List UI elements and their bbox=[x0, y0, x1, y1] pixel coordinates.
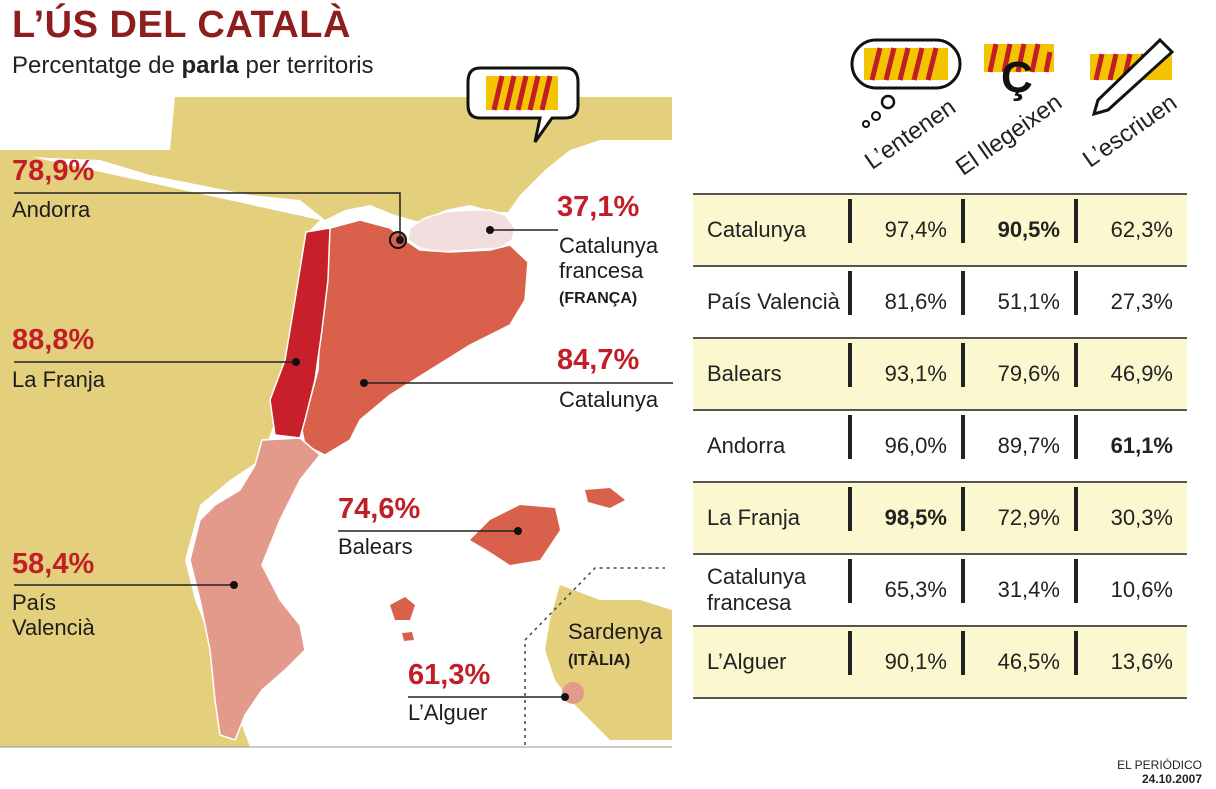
table-row: La Franja 98,5% 72,9% 30,3% bbox=[693, 482, 1187, 555]
catalunya-label: Catalunya bbox=[559, 387, 659, 412]
row-value: 46,5% bbox=[960, 626, 1074, 699]
cell-value: 93,1% bbox=[884, 361, 947, 386]
table-row: Catalunya francesa 65,3% 31,4% 10,6% bbox=[693, 554, 1187, 627]
pais-valencia-label-2: Valencià bbox=[12, 615, 95, 640]
row-value: 90,5% bbox=[960, 193, 1074, 267]
andorra-label: Andorra bbox=[12, 197, 91, 222]
cell-value: 62,3% bbox=[1110, 217, 1173, 242]
inset-separator bbox=[524, 567, 665, 745]
row-territory: País Valencià bbox=[693, 266, 848, 339]
alguer-label: L’Alguer bbox=[408, 700, 488, 725]
cell-value: 51,1% bbox=[997, 289, 1060, 314]
row-value: 93,1% bbox=[847, 338, 961, 411]
row-territory: Andorra bbox=[693, 410, 848, 483]
cell-value: 30,3% bbox=[1110, 505, 1173, 530]
row-value: 31,4% bbox=[960, 554, 1074, 627]
land-france bbox=[0, 97, 672, 222]
table-row: L’Alguer 90,1% 46,5% 13,6% bbox=[693, 626, 1187, 699]
cell-value: 72,9% bbox=[997, 505, 1060, 530]
cell-value: 97,4% bbox=[884, 217, 947, 242]
cell-value: 13,6% bbox=[1110, 649, 1173, 674]
row-value: 46,9% bbox=[1073, 338, 1187, 411]
date-label: 24.10.2007 bbox=[1141, 772, 1202, 786]
table-row: País Valencià 81,6% 51,1% 27,3% bbox=[693, 266, 1187, 339]
region-catalunya-francesa bbox=[407, 209, 516, 253]
header-speech-icon bbox=[850, 38, 962, 128]
header-pencil-icon bbox=[1090, 37, 1175, 117]
row-value: 27,3% bbox=[1073, 266, 1187, 339]
row-value: 72,9% bbox=[960, 482, 1074, 555]
table-row: Balears 93,1% 79,6% 46,9% bbox=[693, 338, 1187, 411]
row-territory: La Franja bbox=[693, 482, 848, 555]
cell-value: 89,7% bbox=[997, 433, 1060, 458]
region-mallorca bbox=[470, 505, 560, 565]
row-value: 96,0% bbox=[847, 410, 961, 483]
catalunya-francesa-label-2: francesa bbox=[559, 258, 644, 283]
cell-value: 81,6% bbox=[884, 289, 947, 314]
row-territory: L’Alguer bbox=[693, 626, 848, 699]
region-pais-valencia bbox=[189, 437, 322, 741]
row-value: 90,1% bbox=[847, 626, 961, 699]
cell-value: 10,6% bbox=[1110, 577, 1173, 602]
cell-value: 90,1% bbox=[884, 649, 947, 674]
row-territory: Catalunya francesa bbox=[693, 554, 848, 627]
pais-valencia-label-1: País bbox=[12, 590, 57, 615]
region-la-franja bbox=[269, 227, 331, 439]
catalunya-pct: 84,7% bbox=[557, 344, 640, 376]
row-value: 30,3% bbox=[1073, 482, 1187, 555]
la-franja-pct: 88,8% bbox=[12, 324, 95, 356]
source-label: EL PERIÓDICO bbox=[1117, 758, 1202, 772]
row-territory: Catalunya bbox=[693, 193, 848, 267]
row-territory: Balears bbox=[693, 338, 848, 411]
cell-value: 96,0% bbox=[884, 433, 947, 458]
cell-value: 46,5% bbox=[997, 649, 1060, 674]
region-eivissa bbox=[390, 597, 415, 620]
row-value: 97,4% bbox=[847, 193, 961, 267]
cell-value: 65,3% bbox=[884, 577, 947, 602]
balears-pct: 74,6% bbox=[338, 493, 421, 525]
andorra-pct: 78,9% bbox=[12, 155, 95, 187]
catalunya-francesa-pct: 37,1% bbox=[557, 191, 640, 223]
catalunya-francesa-country: (FRANÇA) bbox=[559, 290, 638, 307]
cell-value: 31,4% bbox=[997, 577, 1060, 602]
region-formentera bbox=[402, 632, 414, 641]
row-value: 10,6% bbox=[1073, 554, 1187, 627]
cell-value: 79,6% bbox=[997, 361, 1060, 386]
cell-value: 98,5% bbox=[884, 505, 947, 530]
sardenya-label: Sardenya bbox=[568, 619, 663, 644]
table-row: Catalunya 97,4% 90,5% 62,3% bbox=[693, 193, 1187, 267]
row-value: 13,6% bbox=[1073, 626, 1187, 699]
la-franja-label: La Franja bbox=[12, 367, 105, 392]
table-row: Andorra 96,0% 89,7% 61,1% bbox=[693, 410, 1187, 483]
row-value: 65,3% bbox=[847, 554, 961, 627]
row-value: 61,1% bbox=[1073, 410, 1187, 483]
row-value: 79,6% bbox=[960, 338, 1074, 411]
header-cedilla-icon: Ç bbox=[984, 43, 1054, 102]
cell-value: 90,5% bbox=[997, 217, 1060, 242]
row-value: 89,7% bbox=[960, 410, 1074, 483]
balears-label: Balears bbox=[338, 534, 413, 559]
cell-value: 27,3% bbox=[1110, 289, 1173, 314]
svg-text:Ç: Ç bbox=[1001, 53, 1033, 102]
speech-bubble-icon bbox=[466, 66, 580, 143]
row-value: 62,3% bbox=[1073, 193, 1187, 267]
page-title: L’ÚS DEL CATALÀ bbox=[12, 4, 351, 46]
row-value: 51,1% bbox=[960, 266, 1074, 339]
region-menorca bbox=[585, 488, 625, 508]
page-subtitle: Percentatge de parla per territoris bbox=[12, 52, 374, 79]
row-value: 81,6% bbox=[847, 266, 961, 339]
region-catalunya bbox=[299, 219, 529, 456]
row-value: 98,5% bbox=[847, 482, 961, 555]
pais-valencia-pct: 58,4% bbox=[12, 548, 95, 580]
cell-value: 46,9% bbox=[1110, 361, 1173, 386]
cell-value: 61,1% bbox=[1110, 433, 1173, 458]
sardenya-country: (ITÀLIA) bbox=[568, 652, 631, 669]
catalunya-francesa-label-1: Catalunya bbox=[559, 233, 659, 258]
alguer-pct: 61,3% bbox=[408, 659, 491, 691]
usage-table: Catalunya 97,4% 90,5% 62,3% País Valencià 81,… bbox=[693, 193, 1187, 699]
land-spain bbox=[0, 150, 320, 747]
